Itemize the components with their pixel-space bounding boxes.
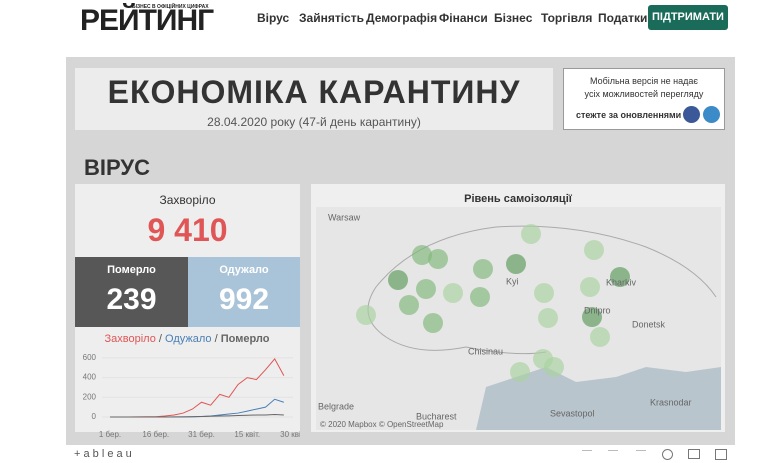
map-place: Dnipro <box>584 305 611 315</box>
cases-label: Захворіло <box>159 193 216 207</box>
map-place: Chisinau <box>468 346 503 356</box>
legend-entry: Одужало <box>165 333 212 345</box>
nav-item[interactable]: Демографія <box>366 11 438 25</box>
map-labels: Warsaw Kyi Kharkiv Dnipro Donetsk Chisin… <box>318 212 692 429</box>
cases-value: 9 410 <box>147 212 228 248</box>
telegram-icon[interactable] <box>703 106 720 123</box>
series-line <box>110 398 285 418</box>
recovered-label: Одужало <box>219 264 269 276</box>
nav-item[interactable]: Торгівля <box>541 11 593 25</box>
nav-item[interactable]: Фінанси <box>439 11 488 25</box>
logo-tagline: БІЗНЕС В ОФІЦІЙНИХ ЦИФРАХ <box>132 4 209 10</box>
notice-line: стежте за оновленнями <box>576 110 682 120</box>
nav-item[interactable]: Зайнятість <box>299 11 364 25</box>
download-icon[interactable] <box>688 449 700 459</box>
logo[interactable]: РЕЙТИНГ <box>80 4 214 37</box>
x-tick-label: 15 квіт. <box>234 430 260 439</box>
nav-item[interactable]: Бізнес <box>494 11 533 25</box>
map-circles <box>356 224 630 382</box>
legend-entry: Захворіло <box>105 333 156 345</box>
y-tick-label: 600 <box>83 353 97 362</box>
map-place: Belgrade <box>318 401 354 411</box>
map-place: Kyi <box>506 276 519 286</box>
deaths-value: 239 <box>106 283 157 316</box>
map-place: Sevastopol <box>550 408 595 418</box>
mini-chart: Захворіло / Одужало / Померло 0 200 400 600… <box>83 333 300 439</box>
dashboard-title: ЕКОНОМІКА КАРАНТИНУ <box>107 74 521 110</box>
notice-line: Мобільна версія не надає <box>589 76 699 86</box>
map: Warsaw Kyi Kharkiv Dnipro Donetsk Chisin… <box>316 207 721 430</box>
notice-line: усіх можливостей перегляду <box>584 89 704 99</box>
map-place: Donetsk <box>632 319 666 329</box>
nav-item[interactable]: Вірус <box>257 11 290 25</box>
dashboard-date: 28.04.2020 року (47-й день карантину) <box>207 115 421 129</box>
recovered-box <box>188 257 300 327</box>
facebook-icon[interactable] <box>683 106 700 123</box>
title-box <box>75 68 553 130</box>
x-tick-label: 16 бер. <box>142 430 169 439</box>
deaths-label: Померло <box>107 264 156 276</box>
y-tick-label: 0 <box>92 412 97 421</box>
legend-separator: / <box>215 333 219 345</box>
map-place: Warsaw <box>328 212 361 222</box>
revert-icon[interactable] <box>636 450 646 459</box>
redo-icon[interactable] <box>608 450 618 459</box>
map-place: Kharkiv <box>606 277 637 287</box>
series-line <box>110 414 284 418</box>
legend: Захворіло / Одужало / Померло <box>105 333 270 345</box>
x-tick-label: 1 бер. <box>99 430 121 439</box>
fullscreen-icon[interactable] <box>715 449 727 460</box>
y-tick-label: 400 <box>83 373 97 382</box>
legend-entry: Померло <box>221 333 270 345</box>
legend-separator: / <box>159 333 163 345</box>
map-credit: © 2020 Mapbox © OpenStreetMap <box>320 420 444 429</box>
map-place: Bucharest <box>416 411 457 421</box>
x-tick-label: 30 квіт. <box>280 430 300 439</box>
map-sea <box>476 367 721 430</box>
section-title: ВІРУС <box>84 155 150 180</box>
series-line <box>110 358 285 418</box>
map-title: Рівень самоізоляції <box>464 193 572 205</box>
y-tick-label: 200 <box>83 392 97 401</box>
x-tick-label: 31 бер. <box>188 430 215 439</box>
toolbar <box>66 445 735 463</box>
tableau-logo[interactable]: + a b l e a u <box>74 448 132 460</box>
recovered-value: 992 <box>218 283 270 316</box>
map-place: Krasnodar <box>650 397 692 407</box>
share-icon[interactable] <box>662 449 673 460</box>
nav-item[interactable]: Податки <box>598 11 648 25</box>
support-button[interactable]: ПІДТРИМАТИ <box>648 5 728 30</box>
undo-icon[interactable] <box>582 450 592 459</box>
deaths-box <box>75 257 188 327</box>
